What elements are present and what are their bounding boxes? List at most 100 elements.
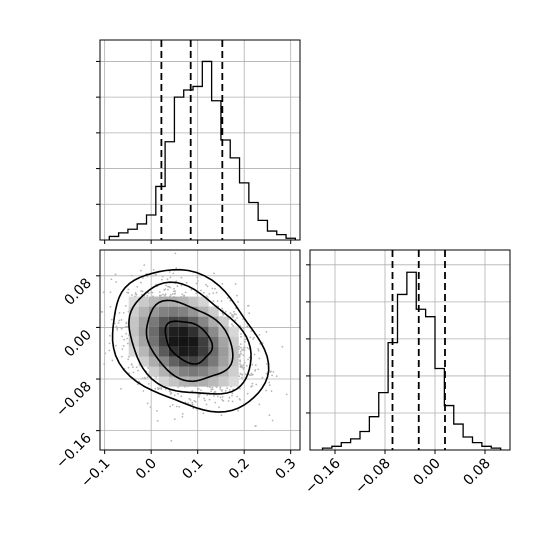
scatter-point xyxy=(268,381,271,384)
scatter-point xyxy=(174,293,176,295)
scatter-point xyxy=(115,344,117,347)
density-bin xyxy=(188,296,199,307)
scatter-point xyxy=(228,389,231,391)
scatter-point xyxy=(132,371,135,374)
scatter-point xyxy=(164,388,167,390)
scatter-point xyxy=(234,283,237,285)
scatter-point xyxy=(231,400,234,403)
scatter-point xyxy=(220,414,223,417)
scatter-point xyxy=(120,327,123,330)
density-bin xyxy=(138,296,149,307)
density-bin xyxy=(188,356,199,367)
density-bin xyxy=(178,306,189,317)
scatter-point xyxy=(108,342,111,345)
scatter-point xyxy=(222,313,225,316)
scatter-point xyxy=(257,348,259,350)
scatter-point xyxy=(167,285,170,288)
density-bin xyxy=(158,326,169,337)
scatter-point xyxy=(243,349,246,352)
density-bin xyxy=(178,336,189,347)
scatter-point xyxy=(238,398,241,400)
scatter-point xyxy=(246,325,249,328)
y-tick-label: 0.08 xyxy=(61,275,94,308)
scatter-point xyxy=(198,396,200,398)
scatter-point xyxy=(152,269,155,271)
density-bin xyxy=(158,356,169,367)
scatter-point xyxy=(135,366,138,369)
density-bin xyxy=(218,336,229,347)
scatter-point xyxy=(211,287,214,290)
scatter-point xyxy=(104,352,107,355)
scatter-point xyxy=(240,373,243,375)
density-bin xyxy=(148,356,159,367)
scatter-point xyxy=(214,401,217,404)
density-bin xyxy=(148,296,159,307)
scatter-point xyxy=(184,291,187,294)
scatter-point xyxy=(210,388,213,391)
scatter-point xyxy=(242,368,245,371)
density-bin xyxy=(138,346,149,357)
scatter-point xyxy=(229,299,232,302)
scatter-point xyxy=(161,275,164,278)
density-bin xyxy=(178,296,189,307)
density-bin xyxy=(168,336,179,347)
scatter-point xyxy=(240,364,243,367)
scatter-point xyxy=(124,325,127,328)
scatter-point xyxy=(146,275,149,278)
density-bin xyxy=(198,306,209,317)
scatter-point xyxy=(147,292,150,295)
scatter-point xyxy=(109,305,112,308)
density-bin xyxy=(188,326,199,337)
scatter-point xyxy=(123,338,126,341)
scatter-point xyxy=(172,272,175,275)
scatter-point xyxy=(170,293,172,296)
scatter-point xyxy=(173,394,176,397)
density-bin xyxy=(158,316,169,327)
scatter-point xyxy=(211,388,214,391)
scatter-point xyxy=(143,376,146,379)
scatter-point xyxy=(265,372,268,375)
scatter-point xyxy=(174,252,177,255)
scatter-point xyxy=(146,402,149,405)
density-bin xyxy=(188,336,199,347)
scatter-point xyxy=(189,399,192,401)
scatter-point xyxy=(109,291,112,294)
scatter-point xyxy=(156,410,158,412)
contour-line xyxy=(145,299,234,383)
scatter-point xyxy=(170,440,173,442)
scatter-point xyxy=(250,372,253,375)
x-tick-label: 0.08 xyxy=(460,456,493,489)
scatter-point xyxy=(231,394,233,397)
x-tick-label: 0.3 xyxy=(272,456,299,483)
scatter-point xyxy=(191,401,194,404)
scatter-point xyxy=(253,353,256,356)
scatter-point xyxy=(171,293,174,295)
histogram-y-frame xyxy=(309,249,511,451)
scatter-point xyxy=(257,368,260,371)
scatter-point xyxy=(160,294,162,297)
x-tick-label: 0.2 xyxy=(226,456,253,483)
scatter-point xyxy=(202,412,205,415)
scatter-point xyxy=(192,407,195,410)
scatter-point xyxy=(224,310,227,313)
scatter-point xyxy=(166,278,169,281)
density-bin xyxy=(168,326,179,337)
scatter-point xyxy=(212,300,215,303)
scatter-point xyxy=(163,289,166,291)
scatter-point xyxy=(124,305,127,307)
density-bin xyxy=(218,376,229,387)
scatter-point xyxy=(185,281,188,284)
scatter-point xyxy=(127,288,130,291)
density-bin xyxy=(188,366,199,377)
scatter-point xyxy=(205,403,208,406)
density-bin xyxy=(208,356,219,367)
density-bin xyxy=(138,306,149,317)
scatter-point xyxy=(240,333,242,335)
scatter-point xyxy=(149,406,152,408)
contour-line xyxy=(128,281,252,395)
density-bin xyxy=(208,376,219,387)
density-bin xyxy=(128,296,139,307)
density-bin xyxy=(188,346,199,357)
density-bin xyxy=(198,316,209,327)
scatter-point xyxy=(134,292,137,294)
